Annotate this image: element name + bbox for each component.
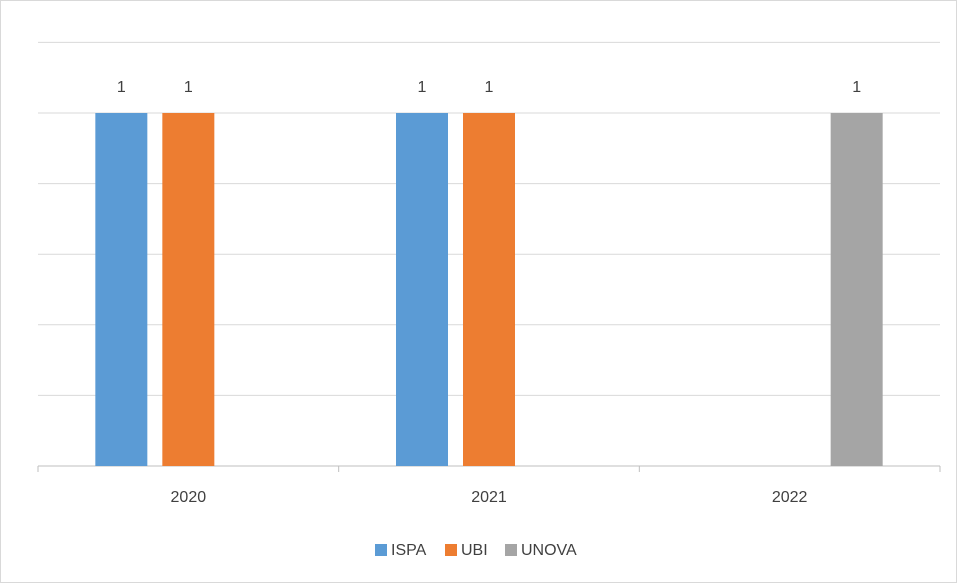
legend-label: UNOVA	[521, 542, 577, 559]
legend-swatch	[505, 544, 517, 556]
legend-swatch	[445, 544, 457, 556]
bar	[463, 113, 515, 466]
legend-swatch	[375, 544, 387, 556]
x-tick-label: 2020	[171, 489, 207, 506]
bar	[396, 113, 448, 466]
x-tick-label: 2021	[471, 489, 507, 506]
data-label: 1	[485, 79, 494, 96]
data-label: 1	[184, 79, 193, 96]
x-tick-label: 2022	[772, 489, 808, 506]
legend-label: UBI	[461, 542, 488, 559]
bar	[95, 113, 148, 466]
data-label: 1	[117, 79, 126, 96]
bar	[162, 113, 215, 466]
bar	[830, 113, 883, 466]
data-label: 1	[418, 79, 427, 96]
legend-label: ISPA	[391, 542, 427, 559]
data-label: 1	[852, 79, 861, 96]
